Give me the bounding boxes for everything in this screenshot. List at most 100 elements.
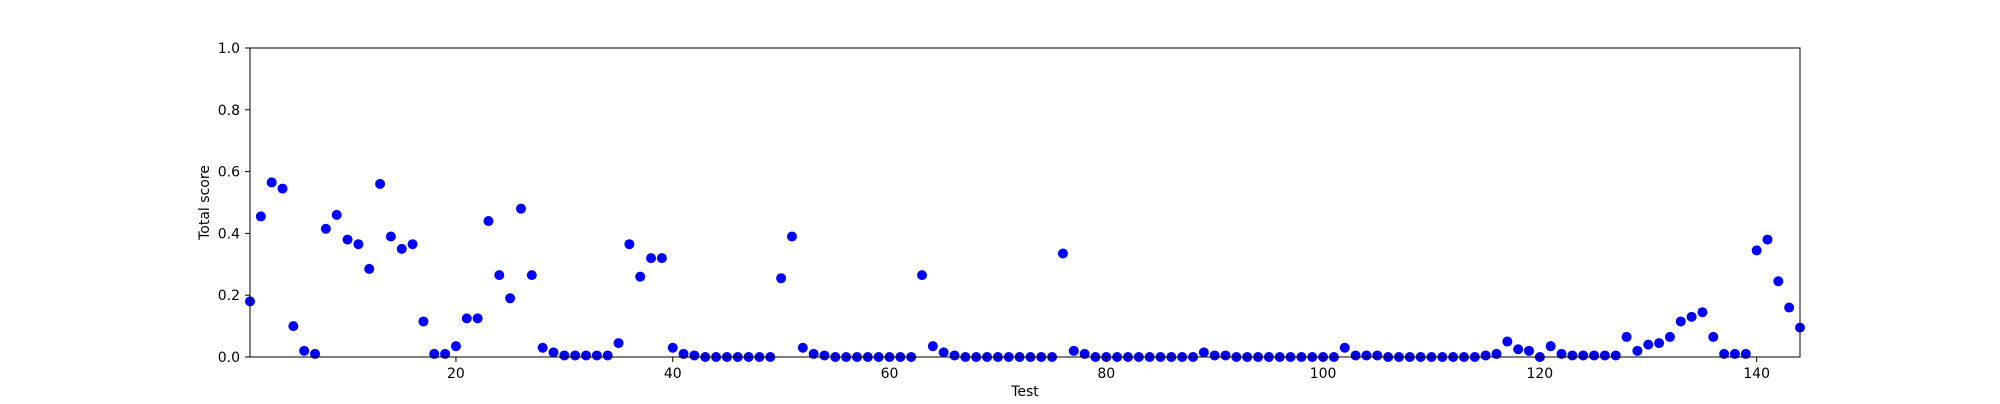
data-point (808, 348, 819, 359)
y-tick-label: 0.0 (218, 350, 240, 366)
data-point (581, 350, 592, 361)
data-point (1654, 338, 1665, 349)
data-point (1610, 350, 1621, 361)
data-point (678, 348, 689, 359)
data-point (1372, 350, 1383, 361)
data-point (429, 348, 440, 359)
data-point (1491, 348, 1502, 359)
data-point (938, 347, 949, 358)
data-point (515, 203, 526, 214)
data-point (375, 178, 386, 189)
data-point (1545, 341, 1556, 352)
data-point (624, 239, 635, 250)
data-point (461, 313, 472, 324)
data-point (1524, 345, 1535, 356)
data-point (1513, 344, 1524, 355)
data-point (1708, 331, 1719, 342)
data-point (1350, 350, 1361, 361)
data-point (1361, 350, 1372, 361)
data-point (1664, 331, 1675, 342)
data-point (331, 209, 342, 220)
data-point (689, 350, 700, 361)
data-point (646, 253, 657, 264)
data-point (472, 313, 483, 324)
data-point (1762, 234, 1773, 245)
data-point (450, 341, 461, 352)
data-point (1599, 350, 1610, 361)
data-point (548, 347, 559, 358)
data-point (1339, 342, 1350, 353)
data-point (1589, 350, 1600, 361)
data-point (440, 348, 451, 359)
data-point (1686, 311, 1697, 322)
data-point (1697, 307, 1708, 318)
data-point (559, 350, 570, 361)
x-tick-label: 80 (1097, 366, 1115, 382)
data-point (1784, 302, 1795, 313)
data-point (526, 270, 537, 281)
data-point (385, 231, 396, 242)
data-point (949, 350, 960, 361)
data-point (1751, 245, 1762, 256)
data-point (1079, 348, 1090, 359)
data-point (505, 293, 516, 304)
data-point (667, 342, 678, 353)
data-point (1675, 316, 1686, 327)
data-point (917, 270, 928, 281)
data-point (927, 341, 938, 352)
data-points (245, 177, 1805, 362)
data-point (613, 338, 624, 349)
data-point (537, 342, 548, 353)
data-point (342, 234, 353, 245)
data-point (570, 350, 581, 361)
y-tick-label: 0.2 (218, 288, 240, 304)
data-point (819, 350, 830, 361)
data-point (353, 239, 364, 250)
data-point (797, 342, 808, 353)
data-point (320, 223, 331, 234)
x-tick-label: 40 (664, 366, 682, 382)
data-point (1220, 350, 1231, 361)
data-point (1480, 350, 1491, 361)
y-tick-label: 1.0 (218, 41, 240, 57)
data-point (1719, 348, 1730, 359)
data-point (277, 183, 288, 194)
data-point (418, 316, 429, 327)
data-point (364, 263, 375, 274)
data-point (1057, 248, 1068, 259)
data-point (656, 253, 667, 264)
data-point (288, 321, 299, 332)
data-point (1621, 331, 1632, 342)
x-tick-label: 100 (1310, 366, 1337, 382)
x-axis: 20 40 60 80 100 120 140 (447, 357, 1770, 382)
data-point (310, 348, 321, 359)
data-point (255, 211, 266, 222)
x-axis-label: Test (1010, 384, 1039, 400)
x-tick-label: 140 (1743, 366, 1770, 382)
y-tick-label: 0.6 (218, 165, 240, 181)
y-tick-label: 0.8 (218, 103, 240, 119)
data-point (591, 350, 602, 361)
data-point (1209, 350, 1220, 361)
data-point (1068, 345, 1079, 356)
data-point (1556, 348, 1567, 359)
data-point (1643, 339, 1654, 350)
data-point (1567, 350, 1578, 361)
plot-area-frame (249, 47, 1801, 358)
x-tick-label: 20 (447, 366, 465, 382)
data-point (396, 243, 407, 254)
y-tick-label: 0.4 (218, 226, 240, 242)
data-point (1740, 348, 1751, 359)
data-point (635, 271, 646, 282)
data-point (494, 270, 505, 281)
data-point (776, 273, 787, 284)
data-point (1729, 348, 1740, 359)
x-tick-label: 60 (881, 366, 899, 382)
data-point (1578, 350, 1589, 361)
data-point (1502, 336, 1513, 347)
data-point (266, 177, 277, 188)
data-point (1773, 276, 1784, 287)
data-point (407, 239, 418, 250)
